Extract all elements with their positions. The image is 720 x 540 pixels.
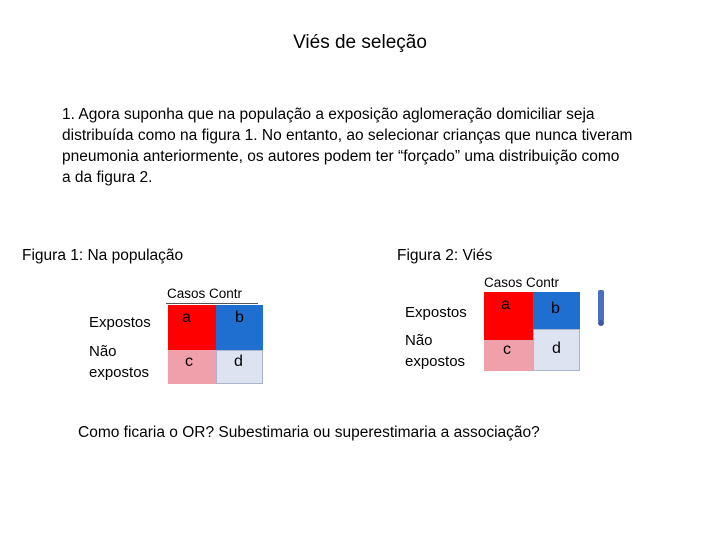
figure1-cell-a-label: a <box>182 309 191 326</box>
figure1-cell-d: d <box>216 350 263 384</box>
figure1-row-unexposed-line2: expostos <box>89 364 150 381</box>
figure2-cell-b: b <box>533 292 580 329</box>
figure1-column-header: Casos Contr <box>167 286 243 301</box>
figure2-row-unexposed-line2: expostos <box>405 353 466 370</box>
figure2-label: Figura 2: Viés <box>397 247 493 264</box>
figure2-cell-b-label: b <box>551 300 560 317</box>
figure2-cell-c: c <box>484 340 533 371</box>
figure1-cell-d-label: d <box>234 353 243 370</box>
instruction-paragraph: 1. Agora suponha que na população a expo… <box>62 104 682 188</box>
figure2-row-exposed: Expostos <box>405 304 467 321</box>
figure1-cell-a: a <box>168 305 216 350</box>
figure2-cell-d-label: d <box>552 340 561 357</box>
figure1-cell-c: c <box>168 350 216 384</box>
paragraph-line: 1. Agora suponha que na população a expo… <box>62 106 595 123</box>
slide-title: Viés de seleção <box>293 32 427 53</box>
paragraph-line: a da figura 2. <box>62 169 153 186</box>
figure2-row-unexposed: Não expostos <box>405 330 465 372</box>
figure1-row-unexposed-line1: Não <box>89 343 117 360</box>
figure1-row-unexposed: Não expostos <box>89 341 149 383</box>
figure1-header-rule <box>166 303 258 304</box>
figure1-cell-b: b <box>216 305 263 350</box>
vertical-bar-indicator <box>598 290 604 326</box>
paragraph-line: distribuída como na figura 1. No entanto… <box>62 127 633 144</box>
question-text: Como ficaria o OR? Subestimaria ou super… <box>78 424 540 441</box>
paragraph-line: pneumonia anteriormente, os autores pode… <box>62 148 620 165</box>
figure2-cell-d: d <box>533 329 580 371</box>
figure1-cell-c-label: c <box>185 353 193 370</box>
figure2-cell-a: a <box>484 292 533 340</box>
figure2-cell-c-label: c <box>503 341 511 358</box>
figure2-cell-a-label: a <box>501 296 510 313</box>
figure2-row-unexposed-line1: Não <box>405 332 433 349</box>
figure1-cell-b-label: b <box>235 309 244 326</box>
figure1-row-exposed: Expostos <box>89 314 151 331</box>
figure1-label: Figura 1: Na população <box>22 247 184 264</box>
figure2-column-header: Casos Contr <box>484 275 560 290</box>
